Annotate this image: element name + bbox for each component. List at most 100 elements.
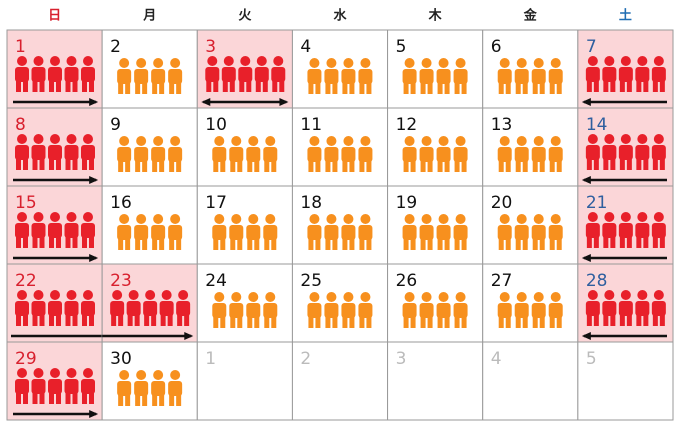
person-leg bbox=[49, 236, 54, 248]
person-leg bbox=[410, 238, 416, 250]
person-leg bbox=[461, 82, 467, 94]
person-leg bbox=[135, 238, 141, 250]
person-leg bbox=[72, 158, 78, 170]
day-number: 27 bbox=[491, 271, 513, 291]
person-head bbox=[516, 58, 527, 68]
person-leg bbox=[332, 160, 338, 172]
day-cell: 5 bbox=[577, 341, 674, 421]
day-number: 1 bbox=[15, 37, 26, 57]
person-leg bbox=[23, 314, 28, 326]
person-leg bbox=[403, 82, 409, 94]
person-body bbox=[514, 147, 529, 162]
person-head bbox=[360, 292, 371, 302]
person-head bbox=[161, 290, 172, 300]
person-head bbox=[604, 56, 615, 66]
person-leg bbox=[72, 392, 78, 404]
person-head bbox=[83, 368, 93, 378]
person-head bbox=[223, 56, 234, 66]
day-number: 28 bbox=[586, 271, 608, 291]
person-leg bbox=[23, 158, 28, 170]
person-leg bbox=[82, 158, 87, 170]
day-number: 3 bbox=[205, 37, 216, 57]
person-leg bbox=[652, 314, 658, 326]
cell-bg bbox=[482, 263, 579, 343]
person-leg bbox=[403, 160, 409, 172]
person-body bbox=[168, 381, 183, 396]
person-leg bbox=[325, 238, 331, 250]
person-head bbox=[360, 214, 371, 224]
person-head bbox=[550, 58, 561, 68]
person-leg bbox=[366, 238, 372, 250]
person-leg bbox=[142, 82, 148, 94]
person-leg bbox=[65, 80, 71, 92]
person-leg bbox=[89, 158, 94, 170]
person-leg bbox=[125, 160, 131, 172]
person-body bbox=[651, 223, 666, 238]
day-cell: 12 bbox=[387, 107, 484, 187]
person-body bbox=[324, 225, 339, 240]
person-head bbox=[83, 134, 93, 144]
person-leg bbox=[444, 316, 450, 328]
person-leg bbox=[142, 160, 148, 172]
person-body bbox=[497, 225, 512, 240]
person-body bbox=[436, 303, 451, 318]
person-leg bbox=[213, 316, 219, 328]
person-head bbox=[83, 56, 93, 66]
person-leg bbox=[56, 392, 61, 404]
person-leg bbox=[586, 158, 592, 170]
person-leg bbox=[659, 314, 665, 326]
person-leg bbox=[222, 80, 228, 92]
day-cell: 7 bbox=[577, 29, 674, 109]
person-leg bbox=[82, 236, 87, 248]
person-leg bbox=[410, 316, 416, 328]
person-body bbox=[48, 67, 62, 82]
person-leg bbox=[151, 314, 157, 326]
person-leg bbox=[125, 82, 131, 94]
person-body bbox=[48, 145, 62, 160]
day-number: 3 bbox=[396, 349, 407, 369]
person-body bbox=[618, 145, 633, 160]
person-leg bbox=[152, 82, 158, 94]
cell-bg bbox=[291, 341, 389, 421]
day-cell: 17 bbox=[196, 185, 293, 265]
person-head bbox=[499, 136, 510, 146]
person-leg bbox=[255, 80, 261, 92]
cell-bg bbox=[387, 29, 484, 109]
person-body bbox=[307, 69, 322, 84]
day-cell: 18 bbox=[291, 185, 389, 265]
person-leg bbox=[82, 80, 87, 92]
person-head bbox=[653, 212, 664, 222]
person-head bbox=[421, 214, 432, 224]
day-number: 11 bbox=[300, 115, 322, 135]
person-head bbox=[438, 58, 449, 68]
person-body bbox=[453, 225, 468, 240]
person-body bbox=[358, 69, 373, 84]
person-leg bbox=[65, 158, 71, 170]
person-leg bbox=[659, 236, 665, 248]
person-head bbox=[455, 292, 466, 302]
person-leg bbox=[308, 160, 314, 172]
day-cell: 10 bbox=[196, 107, 293, 187]
day-cell: 5 bbox=[387, 29, 484, 109]
person-leg bbox=[32, 314, 38, 326]
person-head bbox=[620, 56, 631, 66]
person-leg bbox=[427, 82, 433, 94]
person-head bbox=[50, 368, 60, 378]
person-body bbox=[126, 301, 141, 316]
person-head bbox=[119, 370, 130, 380]
person-leg bbox=[23, 80, 28, 92]
day-cell: 3 bbox=[387, 341, 484, 421]
person-leg bbox=[152, 160, 158, 172]
person-leg bbox=[169, 238, 175, 250]
person-leg bbox=[16, 158, 21, 170]
person-leg bbox=[593, 158, 599, 170]
person-leg bbox=[32, 392, 38, 404]
person-body bbox=[324, 69, 339, 84]
cell-bg bbox=[291, 29, 389, 109]
person-body bbox=[81, 145, 95, 160]
cell-bg bbox=[482, 29, 579, 109]
cell-bg bbox=[577, 341, 674, 421]
cell-bg bbox=[387, 185, 484, 265]
person-body bbox=[402, 69, 417, 84]
person-leg bbox=[264, 238, 270, 250]
